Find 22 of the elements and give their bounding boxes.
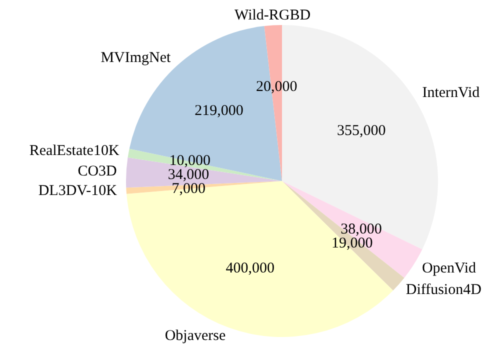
slice-label: Wild-RGBD bbox=[234, 7, 311, 24]
data-label: 34,000 bbox=[168, 167, 210, 184]
data-label: 7,000 bbox=[172, 181, 206, 198]
data-label: 219,000 bbox=[194, 103, 244, 120]
pie-slice bbox=[126, 181, 282, 194]
slice-label: DL3DV-10K bbox=[38, 182, 118, 199]
slice-label: Diffusion4D bbox=[406, 282, 482, 298]
data-label: 38,000 bbox=[340, 221, 382, 238]
data-label: 400,000 bbox=[226, 260, 274, 276]
data-label: 355,000 bbox=[336, 122, 386, 139]
slice-label: InternVid bbox=[422, 84, 480, 101]
pie-slice bbox=[282, 181, 422, 278]
slice-label: Objaverse bbox=[164, 328, 226, 344]
pie-slice bbox=[128, 148, 282, 181]
slice-label: OpenVid bbox=[422, 260, 477, 276]
pie-slice bbox=[282, 181, 404, 291]
data-label: 19,000 bbox=[331, 235, 373, 252]
data-label: 20,000 bbox=[256, 78, 298, 95]
data-label: 10,000 bbox=[169, 153, 211, 170]
slice-label: CO3D bbox=[78, 163, 118, 180]
slice-label: RealEstate10K bbox=[29, 142, 120, 159]
slice-label: MVImgNet bbox=[100, 50, 172, 66]
